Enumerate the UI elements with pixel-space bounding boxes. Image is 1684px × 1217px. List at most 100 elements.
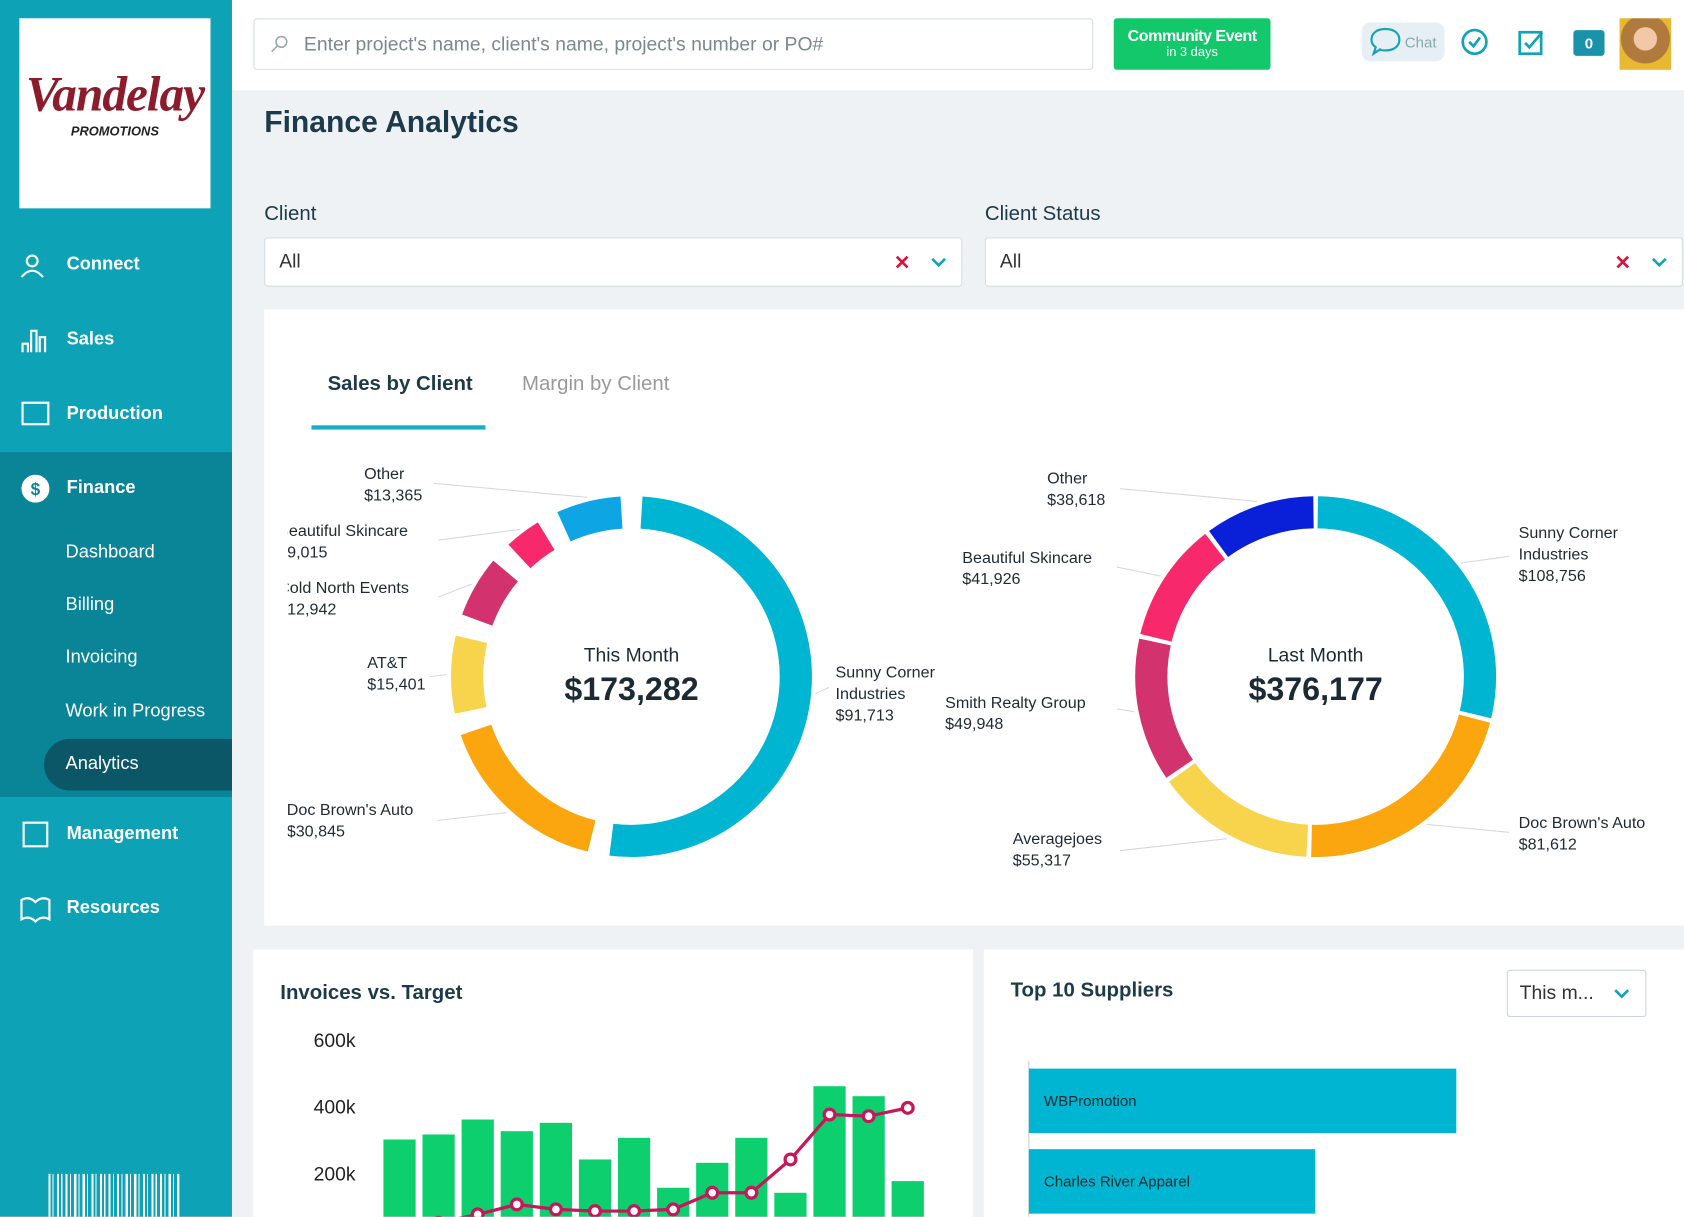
icon (1524, 31, 1544, 50)
event-title: Community Event (1127, 26, 1257, 46)
slice-value: $41,926 (962, 570, 1021, 589)
slice-label: Averagejoes $55,317 (1013, 829, 1102, 872)
donut-slice (557, 496, 623, 542)
slice-value: $13,365 (364, 486, 423, 505)
donut-slice (460, 724, 596, 852)
line-point (744, 1185, 759, 1200)
donut-slice (508, 522, 555, 569)
slice-label: AT&T $15,401 (367, 653, 425, 696)
slice-value: $9,015 (287, 543, 328, 562)
slice-name: Other (364, 465, 405, 484)
line-point (666, 1202, 681, 1217)
slice-label: Cold North Events $12,942 (288, 578, 409, 621)
filter-value: All (999, 250, 1022, 272)
badge-count: 0 (1584, 34, 1594, 52)
donut-title: Last Month (1268, 646, 1364, 667)
bar (735, 1137, 768, 1217)
nav-subitem[interactable]: Dashboard (65, 541, 155, 562)
donut-slice (451, 635, 488, 714)
line-point (900, 1100, 915, 1115)
icon (25, 254, 39, 268)
filter-value: All (279, 250, 301, 272)
slice-name: Sunny Corner Industries (1518, 524, 1619, 564)
leader-line (1426, 823, 1509, 833)
icon (1468, 36, 1482, 49)
slice-name: Other (1047, 469, 1088, 488)
nav-item[interactable]: Connect (66, 253, 140, 274)
search-placeholder: Enter project's name, client's name, pro… (303, 33, 824, 55)
slice-label: Other $13,365 (364, 464, 422, 507)
svg-text:$: $ (31, 479, 41, 499)
line-point (627, 1204, 642, 1217)
line-point (705, 1185, 720, 1200)
nav-subitem[interactable]: Billing (65, 593, 115, 615)
badge[interactable] (1573, 30, 1605, 56)
slice-value: $108,756 (1518, 567, 1586, 586)
nav-subitem[interactable]: Analytics (65, 752, 139, 774)
search-box[interactable]: Enter project's name, client's name, pro… (253, 18, 1094, 70)
slice-value: $91,713 (835, 706, 894, 725)
bar (774, 1192, 807, 1217)
avatar[interactable] (1619, 18, 1672, 70)
slice-value: $30,845 (287, 822, 345, 841)
clock-icon[interactable] (1461, 28, 1488, 56)
slice-name: Averagejoes (1012, 830, 1103, 849)
line-point (470, 1207, 485, 1217)
leader-line (1116, 566, 1161, 577)
slice-name: Doc Brown's Auto (287, 801, 414, 820)
nav-item[interactable]: Management (66, 822, 179, 844)
event-button[interactable]: Community Event in 3 days (1113, 18, 1271, 70)
filter-select[interactable]: All (984, 237, 1683, 287)
chart-title: Invoices vs. Target (280, 982, 462, 1004)
tab[interactable]: Sales by Client (327, 372, 473, 396)
leader-line (1461, 555, 1510, 564)
bar (1028, 1149, 1316, 1214)
logo: Vandelay PROMOTIONS (19, 18, 211, 209)
tab[interactable]: Margin by Client (521, 372, 670, 396)
donut-total: $173,282 (564, 671, 698, 707)
donut-labels: Sunny Corner Industries $91,713 Doc Brown'… (288, 309, 1657, 925)
task-icon[interactable] (1518, 30, 1543, 56)
barcode (48, 1173, 180, 1217)
filter-label: Client (264, 202, 317, 226)
line-point (783, 1152, 798, 1167)
slice-label: Other $38,618 (1047, 468, 1105, 511)
bar (539, 1122, 573, 1217)
slice-value: $81,612 (1518, 835, 1577, 854)
nav-item[interactable]: Production (66, 402, 163, 424)
slice-value: $15,401 (367, 675, 426, 694)
sales-panel (264, 309, 1684, 926)
logo-subtitle: PROMOTIONS (70, 123, 159, 139)
filter-select[interactable]: All (264, 237, 963, 287)
line-point (509, 1197, 524, 1212)
chat-button[interactable]: Chat (1361, 22, 1445, 62)
bar-label: Charles River Apparel (1044, 1174, 1190, 1191)
slice-label: Beautiful Skincare $9,015 (288, 521, 408, 564)
chat-icon (1370, 27, 1401, 57)
nav-item[interactable]: Sales (66, 328, 115, 350)
nav-icons: $ (20, 254, 51, 923)
leader-line (437, 583, 472, 598)
slice-name: Beautiful Skincare (962, 548, 1093, 568)
donut-slice (1140, 533, 1226, 642)
header-icons (1461, 28, 1605, 56)
leader-line (1120, 838, 1228, 852)
slice-label: Doc Brown's Auto $81,612 (1519, 813, 1646, 856)
icon (20, 269, 44, 278)
select-controls (895, 255, 947, 269)
suppliers-filter[interactable]: This m... (1506, 969, 1647, 1018)
slice-value: $38,618 (1047, 490, 1106, 510)
slice-name: Smith Realty Group (945, 693, 1086, 713)
bar (617, 1137, 651, 1217)
nav-item[interactable]: Resources (66, 896, 160, 918)
nav-subitem[interactable]: Invoicing (65, 646, 138, 667)
nav-item[interactable]: Finance (66, 476, 136, 498)
y-tick-label: 600k (314, 1031, 356, 1052)
donut-total: $376,177 (1248, 671, 1382, 707)
slice-name: Sunny Corner Industries (835, 663, 935, 704)
leader-line (815, 686, 830, 695)
leader-line (438, 528, 521, 541)
nav-subitem[interactable]: Work in Progress (65, 700, 206, 721)
